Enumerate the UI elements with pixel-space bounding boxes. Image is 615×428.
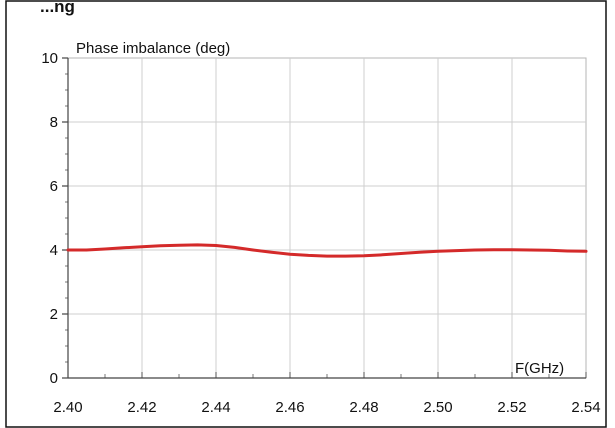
- series-layer: [66, 243, 588, 258]
- x-tick-label: 2.52: [497, 399, 526, 416]
- y-axis-title: Phase imbalance (deg): [76, 40, 230, 57]
- y-tick-label: 2: [50, 306, 58, 323]
- phase-imbalance-line: [66, 243, 588, 258]
- y-tick-label: 4: [50, 242, 58, 259]
- y-tick-label: 10: [41, 50, 58, 67]
- x-axis-title: F(GHz): [515, 360, 564, 377]
- y-tick-label: 0: [50, 370, 58, 387]
- x-tick-label: 2.40: [53, 399, 82, 416]
- x-tick-label: 2.44: [201, 399, 230, 416]
- x-tick-label: 2.50: [423, 399, 452, 416]
- axes: 2.40 2.42 2.44 2.46 2.48 2.50 2.52 2.54 0 2 4 6 8 10: [41, 50, 600, 416]
- x-tick-label: 2.42: [127, 399, 156, 416]
- x-tick-label: 2.48: [349, 399, 378, 416]
- plot-frame: [67, 57, 587, 379]
- y-tick-label: 6: [50, 178, 58, 195]
- x-tick-label: 2.46: [275, 399, 304, 416]
- plot-area: 2.40 2.42 2.44 2.46 2.48 2.50 2.52 2.54 0 2 4 6 8 10: [41, 50, 600, 416]
- y-tick-label: 8: [50, 114, 58, 131]
- chart-title: ...ng: [40, 0, 75, 16]
- x-tick-label: 2.54: [571, 399, 600, 416]
